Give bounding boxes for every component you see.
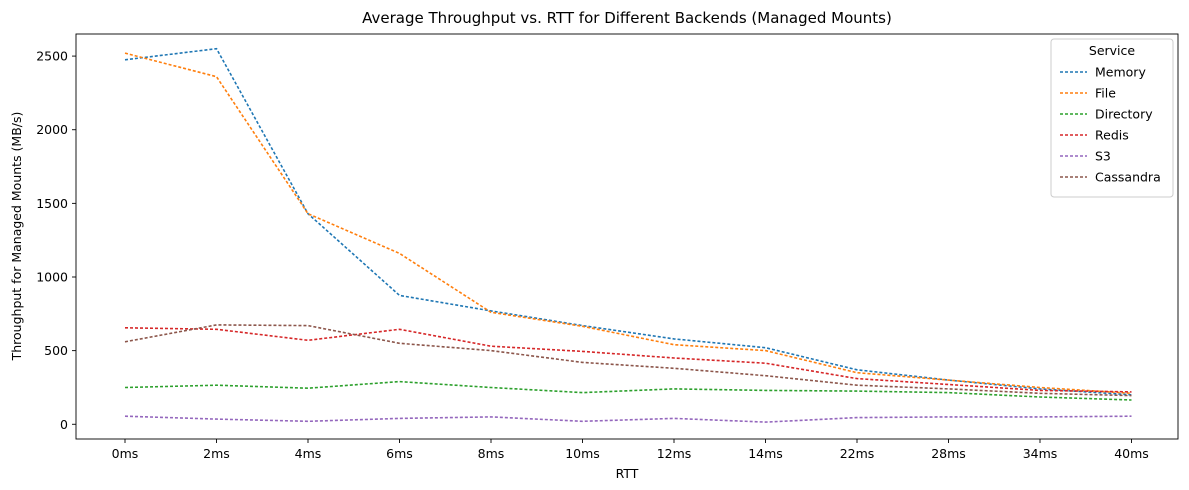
legend-item: Directory <box>1095 107 1153 122</box>
series-line-redis <box>124 327 1132 393</box>
y-tick-label: 500 <box>44 343 68 358</box>
y-tick-label: 1000 <box>36 270 68 285</box>
plot-lines <box>124 47 1132 423</box>
legend-item: File <box>1095 86 1116 101</box>
y-axis: 0 500 1000 1500 2000 2500 <box>36 49 76 432</box>
series-line-file <box>124 52 1132 395</box>
x-tick-label: 6ms <box>386 446 413 461</box>
series-line-s3 <box>124 415 1132 423</box>
legend-title: Service <box>1089 43 1136 58</box>
plot-frame <box>75 33 1179 440</box>
legend: Service Memory File Directory Redis S3 Cassand… <box>1050 38 1174 198</box>
legend-box <box>1050 38 1174 198</box>
legend-item: S3 <box>1095 149 1111 164</box>
x-tick-label: 22ms <box>840 446 875 461</box>
y-tick-label: 2500 <box>36 49 68 64</box>
legend-item: Redis <box>1095 128 1129 143</box>
x-tick-label: 12ms <box>657 446 692 461</box>
x-tick-label: 0ms <box>112 446 139 461</box>
x-tick-label: 4ms <box>295 446 322 461</box>
x-tick-label: 34ms <box>1023 446 1058 461</box>
x-axis: 0ms 2ms 4ms 6ms 8ms 10ms 12ms 14ms 22ms 28ms 34ms 4… <box>112 439 1149 461</box>
series-line-cassandra <box>124 324 1132 397</box>
x-tick-label: 10ms <box>565 446 600 461</box>
x-tick-label: 8ms <box>478 446 505 461</box>
series-line-directory <box>124 380 1132 401</box>
legend-item: Memory <box>1095 65 1146 80</box>
x-tick-label: 2ms <box>203 446 230 461</box>
series-line-memory <box>124 47 1132 396</box>
y-axis-label: Throughput for Managed Mounts (MB/s) <box>9 112 24 362</box>
legend-item: Cassandra <box>1095 170 1161 185</box>
chart-title: Average Throughput vs. RTT for Different… <box>362 9 892 27</box>
y-tick-label: 0 <box>60 417 68 432</box>
x-tick-label: 28ms <box>931 446 966 461</box>
x-axis-label: RTT <box>616 466 639 481</box>
x-tick-label: 40ms <box>1114 446 1149 461</box>
y-tick-label: 1500 <box>36 196 68 211</box>
x-tick-label: 14ms <box>748 446 783 461</box>
y-tick-label: 2000 <box>36 122 68 137</box>
